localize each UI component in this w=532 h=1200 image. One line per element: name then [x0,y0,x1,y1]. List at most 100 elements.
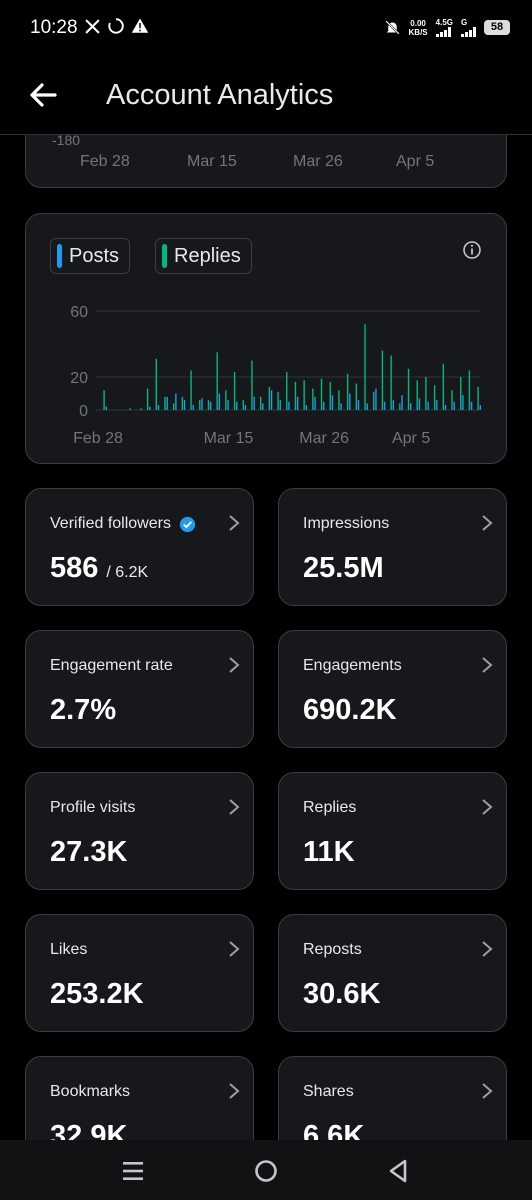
post-bar [253,396,255,410]
post-bar [288,401,290,410]
reply-bar [242,400,244,410]
status-notification-icons [84,17,149,35]
post-bar [218,393,221,410]
post-bar [401,395,403,410]
legend-replies-chip[interactable]: Replies [155,238,252,274]
post-bar [418,398,421,410]
reply-bar [277,391,279,410]
reply-bar [320,378,323,410]
activity-chart-card: Posts Replies 60 20 0 Feb 28 Mar 15 Mar 26 Apr… [25,213,507,464]
stat-label: Replies [303,799,357,816]
post-bar [296,396,299,410]
chevron-right-icon [229,657,240,673]
post-bar [166,396,168,410]
post-bar [349,393,351,410]
stat-value: 11K [303,836,355,868]
stat-value: 32.9K [50,1120,128,1140]
reply-bar [233,372,236,410]
menu-icon[interactable] [118,1156,148,1186]
net-speed: 0.00 KB/S [409,19,428,37]
activity-bar-chart: 60 20 0 Feb 28 Mar 15 Mar 26 Apr 5 [70,304,481,447]
stat-card-profile-visits[interactable]: Profile visits 27.3K [25,772,254,890]
analytics-content[interactable]: -180 Feb 28 Mar 15 Mar 26 Apr 5 Posts Re… [0,135,532,1140]
stat-card-engagements[interactable]: Engagements 690.2K [278,630,507,748]
stat-value: 25.5M [303,552,384,584]
post-bar [244,405,247,410]
status-bar: 10:28 0.00 KB/S 4.5G G 58 [0,0,532,60]
stat-value: 586 / 6.2K [50,552,148,585]
chevron-right-icon [482,1083,493,1099]
chevron-right-icon [229,799,240,815]
stat-card-shares[interactable]: Shares 6.6K [278,1056,507,1140]
stat-card-replies[interactable]: Replies 11K [278,772,507,890]
stat-label: Engagement rate [50,657,173,674]
net-speed-value: 0.00 [410,18,426,28]
reply-bar [294,381,297,410]
stat-card-reposts[interactable]: Reposts 30.6K [278,914,507,1032]
net-speed-unit: KB/S [408,27,428,37]
post-bar [305,405,308,410]
reply-bar [460,377,462,410]
reply-bar [407,368,410,410]
post-bar [279,400,281,410]
warning-icon [131,18,149,33]
post-bar [357,400,360,410]
signal-2: G [461,18,476,37]
y-tick-label: 60 [70,304,88,321]
x-tick-label: Feb 28 [73,430,123,447]
triangle-back-icon[interactable] [383,1156,413,1186]
reply-bar [425,377,427,410]
reply-bar [199,400,201,410]
x-logo-icon [85,18,100,34]
arrow-left-icon[interactable] [26,78,60,112]
post-bar [262,403,264,410]
home-circle-icon[interactable] [251,1156,281,1186]
reply-bar [416,380,418,410]
stat-label: Bookmarks [50,1083,131,1100]
stat-value: 690.2K [303,694,397,726]
page-title: Account Analytics [106,79,334,111]
stat-card-impressions[interactable]: Impressions 25.5M [278,488,507,606]
reply-bar [442,363,445,410]
stat-value: 6.6K [303,1120,365,1140]
post-bar [227,400,229,410]
post-bar [209,401,212,410]
reply-bar [364,324,366,410]
chevron-right-icon [482,657,493,673]
info-icon[interactable] [462,240,482,260]
stat-value: 30.6K [303,978,381,1010]
post-bar [340,403,342,410]
post-bar [444,405,447,410]
reply-bar [172,403,175,410]
reply-bar [225,390,227,410]
signal-bars-icon [461,27,476,37]
legend-replies-label: Replies [174,244,241,267]
stat-label-text: Verified followers [50,515,171,532]
reply-bar [381,350,384,410]
stat-card-bookmarks[interactable]: Bookmarks 32.9K [25,1056,254,1140]
x-tick-label: Mar 15 [204,430,254,447]
reply-bar [399,403,401,410]
post-bar [323,401,325,410]
stat-label: Verified followers [50,515,196,533]
post-bar [470,401,473,410]
reply-bar [286,372,288,410]
post-bar [383,401,386,410]
app-bar: Account Analytics [0,60,532,135]
mute-bell-icon [384,20,400,35]
post-bar [410,403,412,410]
stat-card-engagement-rate[interactable]: Engagement rate 2.7% [25,630,254,748]
stat-sub-value: / 6.2K [106,564,149,581]
post-bar [375,388,377,410]
stat-label: Shares [303,1083,354,1100]
reply-bar [338,390,340,410]
legend-posts-chip[interactable]: Posts [50,238,131,274]
stat-card-likes[interactable]: Likes 253.2K [25,914,254,1032]
post-bar [392,400,395,410]
y-tick-label: 20 [70,370,88,387]
stat-card-verified-followers[interactable]: Verified followers 586 / 6.2K [25,488,254,606]
reply-bar [207,400,210,410]
reply-bar [355,383,358,410]
battery-icon: 58 [484,20,510,35]
reply-bar [433,385,436,410]
